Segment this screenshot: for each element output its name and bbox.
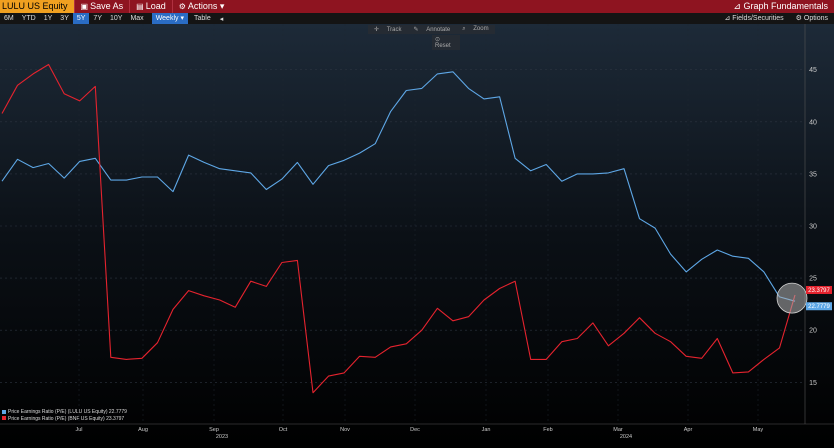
- chevron-down-icon: ▾: [180, 15, 184, 22]
- legend-item-bnf: Price Earnings Ratio (P/E) (BNF US Equit…: [2, 416, 127, 423]
- frequency-label: Weekly: [155, 15, 179, 22]
- x-tick-label: Oct: [279, 427, 288, 433]
- y-tick-label: 30: [809, 224, 817, 231]
- y-tick-label: 35: [809, 171, 817, 178]
- actions-menu[interactable]: ⚙ Actions ▾: [171, 0, 231, 13]
- x-tick-label: Aug: [138, 427, 148, 433]
- legend-value-lulu: 22.7779: [108, 409, 127, 415]
- x-tick-label: Dec: [410, 427, 420, 433]
- series-line-bnf: [1, 63, 796, 394]
- legend-label-bnf: Price Earnings Ratio (P/E) (BNF US Equit…: [8, 415, 105, 422]
- save-as-button[interactable]: ▣ Save As: [73, 0, 130, 13]
- zoom-tool[interactable]: ⌕ Zoom: [456, 25, 494, 34]
- y-tick-label: 40: [809, 119, 817, 126]
- load-icon: ▤: [136, 2, 144, 11]
- load-label: Load: [145, 1, 166, 11]
- range-3y[interactable]: 3Y: [60, 15, 69, 22]
- frequency-dropdown[interactable]: Weekly ▾: [151, 13, 188, 24]
- range-6m[interactable]: 6M: [4, 15, 14, 22]
- legend-value-bnf: 23.3797: [106, 415, 125, 422]
- y-tick-label: 45: [809, 67, 817, 74]
- last-value-tag: 22.7779: [808, 304, 830, 310]
- graph-fundamentals-label: Graph Fundamentals: [743, 1, 828, 11]
- top-toolbar: LULU US Equity ▣ Save As ▤ Load ⚙ Actions ▾…: [0, 0, 834, 13]
- last-value-tag: 23.3797: [808, 288, 830, 294]
- load-button[interactable]: ▤ Load: [129, 0, 172, 13]
- range-max[interactable]: Max: [130, 15, 144, 22]
- range-5y[interactable]: 5Y: [72, 13, 90, 24]
- zoom-icon: ⌕: [462, 26, 466, 32]
- gear-icon: ⚙: [795, 15, 802, 22]
- save-as-label: Save As: [90, 1, 124, 11]
- x-year-label: 2024: [620, 434, 632, 440]
- actions-label: Actions: [187, 1, 218, 11]
- legend-item-lulu: Price Earnings Ratio (P/E) (LULU US Equi…: [2, 409, 127, 416]
- range-ytd[interactable]: YTD: [21, 15, 36, 22]
- options-button[interactable]: ⚙ Options: [790, 13, 834, 24]
- x-year-label: 2023: [216, 434, 228, 440]
- right-controls: ⊿ Fields/Securities ⚙ Options: [718, 13, 834, 24]
- fields-securities-label: Fields/Securities: [732, 15, 784, 22]
- last-value-highlight: [776, 282, 808, 314]
- crosshair-icon: ✛: [374, 27, 380, 33]
- x-tick-label: Sep: [209, 427, 219, 433]
- chart-tools: ✛ Track ✎ Annotate ⌕ Zoom ⊙ Reset: [368, 25, 495, 50]
- table-button[interactable]: Table: [193, 15, 211, 22]
- x-tick-label: Jan: [482, 427, 491, 433]
- legend: Price Earnings Ratio (P/E) (LULU US Equi…: [2, 409, 127, 422]
- reset-icon: ⊙: [435, 37, 441, 43]
- y-tick-label: 20: [809, 328, 817, 335]
- graph-fundamentals-title[interactable]: ⊿ Graph Fundamentals: [733, 1, 834, 12]
- range-bar: 6M YTD 1Y 3Y 5Y 7Y 10Y Max Weekly ▾ Table ◂ ⊿ F…: [0, 13, 834, 24]
- x-tick-label: Jul: [75, 427, 82, 433]
- zoom-label: Zoom: [473, 26, 489, 32]
- x-tick-label: May: [753, 427, 764, 433]
- save-icon: ▣: [80, 2, 89, 11]
- pencil-icon: ✎: [413, 27, 419, 33]
- chart-icon: ⊿: [733, 1, 741, 11]
- x-tick-label: Apr: [684, 427, 693, 433]
- chevron-left-icon[interactable]: ◂: [219, 15, 224, 23]
- reset-button[interactable]: ⊙ Reset: [432, 35, 460, 50]
- y-tick-label: 25: [809, 276, 817, 283]
- fields-securities-button[interactable]: ⊿ Fields/Securities: [718, 13, 789, 24]
- x-tick-label: Mar: [613, 427, 623, 433]
- annotate-label: Annotate: [426, 27, 451, 33]
- range-selector: 6M YTD 1Y 3Y 5Y 7Y 10Y Max: [0, 13, 148, 24]
- series-line-lulu: [1, 71, 796, 302]
- x-tick-label: Nov: [340, 427, 350, 433]
- reset-label: Reset: [435, 43, 451, 49]
- plot-background: [0, 24, 834, 448]
- range-10y[interactable]: 10Y: [109, 15, 123, 22]
- legend-swatch-lulu: [2, 409, 6, 414]
- chevron-down-icon: ▾: [219, 1, 225, 11]
- annotate-tool[interactable]: ✎ Annotate: [407, 25, 456, 34]
- track-label: Track: [386, 27, 402, 33]
- legend-swatch-bnf: [2, 416, 6, 421]
- actions-icon: ⚙: [178, 2, 186, 11]
- fields-icon: ⊿: [724, 15, 731, 22]
- last-value-tag-bg: [806, 285, 832, 294]
- range-1y[interactable]: 1Y: [43, 15, 53, 22]
- last-value-tag-bg: [806, 302, 832, 311]
- x-tick-label: Feb: [543, 427, 552, 433]
- ticker-field[interactable]: LULU US Equity: [0, 0, 74, 13]
- legend-label-lulu: Price Earnings Ratio (P/E) (LULU US Equi…: [8, 409, 108, 415]
- options-label: Options: [803, 15, 828, 22]
- track-tool[interactable]: ✛ Track: [368, 25, 407, 34]
- range-7y[interactable]: 7Y: [93, 15, 102, 22]
- y-tick-label: 15: [809, 380, 817, 387]
